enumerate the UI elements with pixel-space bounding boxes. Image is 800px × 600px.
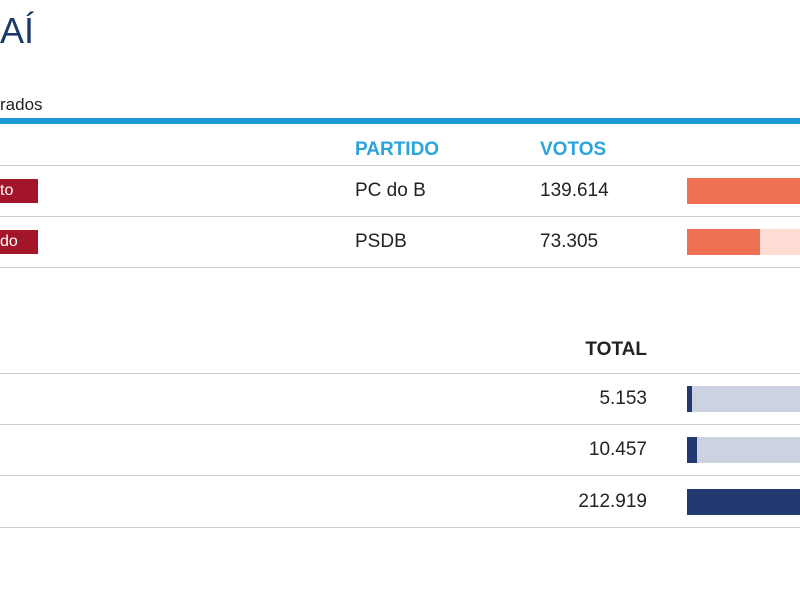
vote-bar: [687, 178, 800, 204]
row-line: [0, 475, 800, 477]
subtitle: rados: [0, 95, 43, 114]
row-line: [0, 216, 800, 217]
row-line: [0, 373, 800, 374]
party: PC do B: [355, 180, 426, 201]
status-badge: do: [0, 230, 38, 254]
party: PSDB: [355, 231, 407, 252]
row-line: [0, 267, 800, 268]
total-value: 10.457: [588, 439, 647, 461]
total-value: 212.919: [578, 490, 647, 512]
total-bar: [687, 488, 800, 515]
row-line: [0, 526, 800, 528]
title: AÍ: [0, 10, 35, 51]
row-line: [0, 424, 800, 425]
vote-bar: [687, 229, 760, 255]
status-badge: to: [0, 179, 38, 203]
bar-track: [687, 386, 800, 412]
total-value: 5.153: [599, 388, 647, 409]
row-line: [0, 165, 800, 166]
column-header: PARTIDO: [355, 139, 440, 160]
bar-track: [687, 437, 800, 464]
column-header: VOTOS: [540, 139, 607, 160]
total-bar: [687, 437, 698, 464]
column-header: TOTAL: [585, 339, 647, 360]
votes: 73.305: [540, 231, 599, 252]
total-bar: [687, 386, 693, 412]
divider: [0, 118, 800, 124]
votes: 139.614: [540, 180, 609, 201]
